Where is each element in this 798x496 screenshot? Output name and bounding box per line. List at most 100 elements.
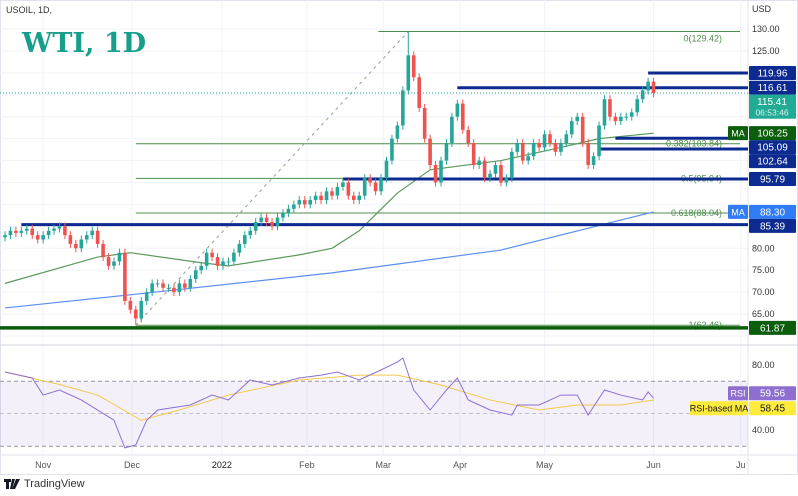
rsi-ma-value-tag: 58.45 (760, 404, 785, 415)
candle-body (531, 143, 536, 157)
candle-body (406, 55, 411, 91)
candle-body (134, 309, 138, 319)
level-price-tag: 85.39 (760, 221, 785, 232)
candle-body (63, 226, 67, 236)
candle-body (520, 143, 525, 161)
tradingview-logo[interactable]: TradingView (4, 478, 85, 490)
tradingview-logo-icon (4, 479, 20, 489)
candle-body (357, 195, 362, 201)
chart-watermark-title: WTI, 1D (22, 28, 147, 59)
time-tick-label: Feb (299, 460, 315, 470)
level-price-tag-bg (749, 154, 796, 169)
candle-body (624, 116, 629, 118)
candle-body (433, 164, 438, 183)
candle-body (477, 160, 481, 165)
candle-body (548, 134, 552, 144)
candle-body (619, 116, 623, 122)
candle-body (651, 81, 656, 93)
candle-body (243, 235, 247, 244)
candle-body (144, 292, 149, 301)
rsi-ma-name-tag-bg (690, 401, 748, 416)
candle-body (264, 217, 269, 222)
candle-body (57, 226, 62, 229)
candle-body (215, 257, 220, 266)
candle-body (177, 283, 182, 293)
candle-body (199, 265, 203, 271)
candle-body (46, 230, 51, 236)
candle-body (253, 221, 258, 231)
candle-body (302, 200, 307, 205)
level-price-tag: 119.96 (758, 69, 788, 80)
candle-body (172, 287, 176, 293)
candle-body (30, 228, 35, 236)
candle-body (123, 252, 127, 301)
candle-body (308, 200, 312, 205)
level-price-tag-bg (749, 80, 796, 95)
chart-canvas[interactable]: USD Nov Dec 2022 Feb Mar Apr May Jun Ju 0(129.42) 0… (0, 0, 798, 478)
level-price-tag-bg (749, 172, 796, 187)
candle-body (373, 182, 378, 192)
currency-label: USD (752, 4, 772, 14)
candle-body (101, 243, 105, 258)
candle-body (629, 112, 634, 117)
price-tick-label: 65.00 (752, 309, 775, 319)
candle-body (79, 239, 84, 249)
price-tick-label: 125.00 (752, 46, 780, 56)
rsi-name-tag-bg (728, 386, 748, 401)
level-price-tag: 95.79 (760, 175, 785, 186)
candle-body (482, 160, 487, 179)
candle-body (504, 178, 509, 183)
time-tick-label: Mar (375, 460, 391, 470)
level-price-tag-bg (749, 218, 796, 233)
time-tick-label: 2022 (212, 460, 232, 470)
candle-body (35, 235, 40, 240)
fib-level-label: 0.382(103.84) (666, 139, 722, 149)
candle-body (226, 261, 231, 263)
candle-body (428, 138, 432, 165)
candle-body (362, 178, 367, 196)
candle-body (401, 90, 405, 126)
candle-body (526, 156, 530, 161)
candle-body (68, 235, 73, 244)
candle-body (580, 116, 585, 144)
candle-body (270, 221, 274, 227)
candle-body (537, 143, 541, 148)
candle-body (150, 283, 154, 293)
candle-body (455, 103, 460, 117)
candle-body (515, 143, 520, 152)
candle-body (422, 107, 427, 139)
level-price-tag: 116.61 (758, 83, 788, 94)
candle-body (586, 143, 590, 165)
candle-body (390, 138, 394, 161)
candle-body (128, 300, 133, 310)
candle-body (193, 270, 198, 280)
candle-body (112, 261, 116, 266)
time-tick-label: May (536, 460, 554, 470)
candle-body (183, 283, 187, 288)
level-price-tag-bg (749, 66, 796, 81)
ma-50-line (4, 132, 654, 284)
candle-body (313, 195, 318, 201)
candle-body (559, 143, 563, 152)
candle-body (19, 230, 24, 233)
candle-body (275, 217, 280, 227)
candle-body (8, 230, 13, 236)
candle-body (221, 261, 225, 266)
candle-body (25, 228, 29, 231)
candle-body (564, 134, 569, 144)
candle-body (210, 252, 214, 258)
ma-value-tag-bg (749, 126, 796, 141)
candle-body (281, 213, 285, 218)
candle-body (14, 230, 18, 233)
candle-body (493, 164, 498, 174)
ma-name-tag: MA (731, 129, 745, 139)
candle-body (248, 230, 253, 236)
candle-body (237, 243, 242, 253)
rsi-value-tag: 59.56 (760, 389, 785, 400)
candle-body (52, 228, 56, 231)
level-price-tag: 102.64 (757, 157, 788, 168)
candle-body (117, 252, 122, 262)
time-tick-label: Ju (736, 460, 746, 470)
symbol-label: USOIL, 1D, (6, 5, 53, 15)
rsi-name-tag: RSI (730, 389, 745, 399)
